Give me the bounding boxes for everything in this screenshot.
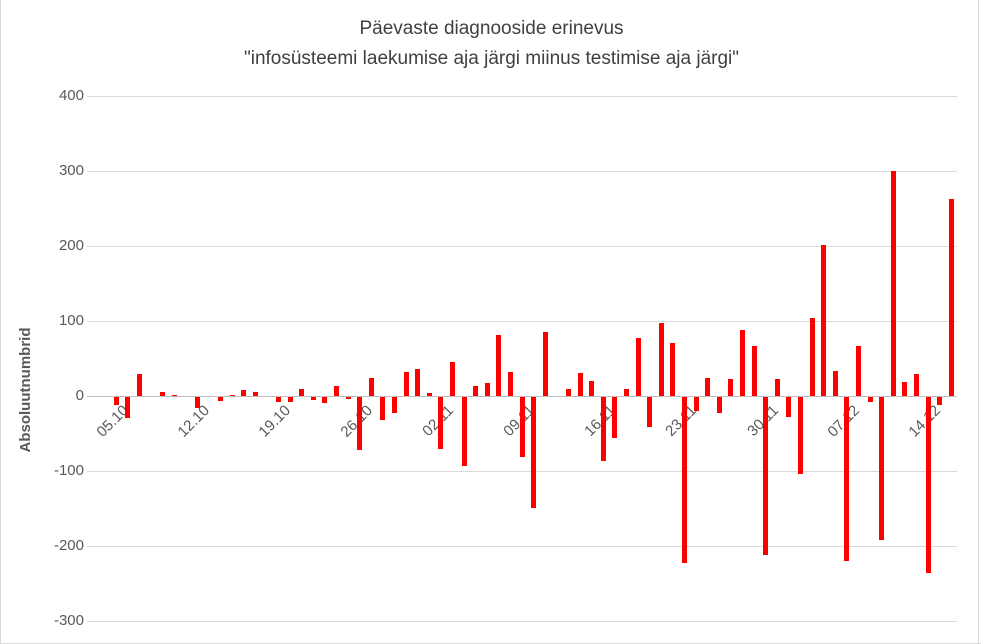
bar [507,372,513,396]
bar [461,397,467,466]
bar [217,397,223,401]
y-axis-tick-label: 200 [58,237,84,254]
bar [275,397,281,402]
bar [670,342,676,397]
chart-title: Päevaste diagnooside erinevus [359,18,624,39]
bar [241,390,247,396]
gridline [87,546,957,547]
bar [948,198,954,397]
bar [751,345,757,397]
bar [635,337,641,396]
bar [855,345,861,397]
bar [415,369,421,396]
bar [310,397,316,400]
bar [299,389,305,397]
bar [658,322,664,396]
bar [809,318,815,396]
gridline [87,96,957,97]
y-axis-tick-label: 400 [58,87,84,104]
bar [357,397,363,450]
bar [519,397,525,457]
bar [589,381,595,396]
bar [426,393,432,396]
gridline [87,321,957,322]
bar [728,378,734,397]
bar [821,244,827,396]
bar [438,397,444,449]
bar [612,397,618,439]
bar [542,332,548,397]
bar [194,397,200,408]
bar [484,382,490,396]
bar [797,397,803,474]
bar [368,378,374,396]
bar [913,374,919,397]
bar [763,397,769,556]
bar [867,397,873,402]
bar [449,361,455,396]
x-axis-line [87,396,957,397]
y-axis-tick-label: -300 [53,612,84,629]
gridline [87,621,957,622]
bar [229,394,235,396]
bar [287,397,293,402]
bar [333,386,339,397]
bar [890,171,896,396]
bar [786,397,792,418]
bar [902,381,908,397]
bar [531,397,537,508]
gridline [87,246,957,247]
y-axis-tick-label: 300 [58,162,84,179]
chart-subtitle: "infosüsteemi laekumise aja järgi miinus… [243,48,740,69]
gridline [87,171,957,172]
bar [496,334,502,396]
bar [937,397,943,406]
chart-right-border [978,0,979,643]
x-axis-tick-label: 12.10 [174,402,214,441]
bar [844,397,850,561]
bar [136,374,142,397]
bar [600,397,606,461]
bar [322,397,328,403]
bar [879,397,885,540]
y-axis-tick-label: 0 [75,387,84,404]
bar [159,392,165,397]
bar [739,330,745,396]
bar [577,372,583,397]
bar [832,371,838,397]
y-axis-tick-label: -200 [53,537,84,554]
bar [681,397,687,563]
y-axis-tick-label: -100 [53,462,84,479]
bar [391,397,397,413]
bar [647,397,653,427]
x-axis-tick-label: 19.10 [255,402,295,441]
y-axis-tick-label: 100 [58,312,84,329]
bar [623,388,629,396]
bar [473,386,479,397]
bar [565,389,571,397]
gridline [87,471,957,472]
chart-title-block: Päevaste diagnooside erinevus "infosüste… [1,14,981,74]
bar [252,391,258,396]
bar [171,394,177,396]
bar [125,397,131,418]
bar [774,378,780,397]
bar [113,397,119,406]
bar [693,397,699,411]
bar [716,397,722,413]
bar [925,397,931,573]
bar [345,397,351,399]
bar [380,397,386,420]
bar [705,378,711,396]
bar [403,372,409,396]
